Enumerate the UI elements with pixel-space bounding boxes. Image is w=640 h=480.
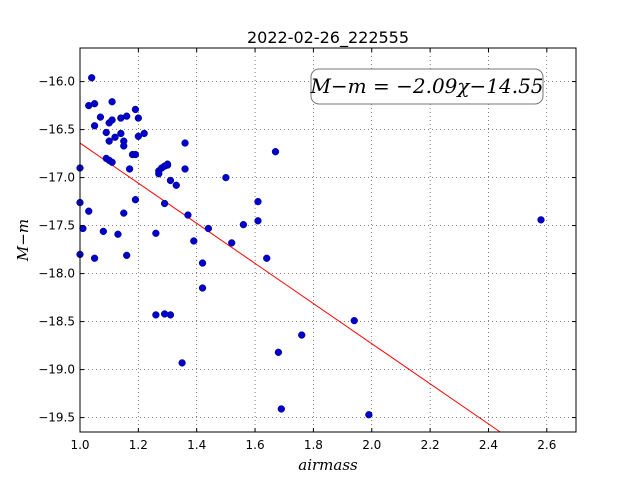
- data-point: [123, 112, 131, 120]
- data-point: [166, 311, 175, 319]
- data-point: [134, 132, 143, 140]
- data-point: [111, 133, 119, 141]
- data-point: [190, 237, 198, 245]
- data-point: [96, 113, 105, 121]
- chart-title: 2022-02-26_222555: [247, 28, 409, 48]
- x-tick-label: 1.8: [304, 438, 323, 452]
- y-tick-labels: −16.0 −16.5 −17.0 −17.5 −18.0 −18.5 −19.0 −19.5: [38, 75, 75, 425]
- x-tick-label: 1.0: [70, 438, 89, 452]
- fit-line: [79, 142, 501, 433]
- data-point: [163, 161, 172, 169]
- data-point: [152, 229, 160, 237]
- data-point: [181, 139, 189, 147]
- data-point: [263, 254, 271, 262]
- data-point: [88, 74, 96, 82]
- x-tick-label: 1.2: [129, 438, 148, 452]
- data-point: [131, 150, 140, 159]
- fit-line-group: [79, 142, 501, 433]
- data-point: [152, 311, 160, 319]
- x-tick-label: 2.4: [479, 438, 498, 452]
- data-point: [537, 216, 545, 224]
- data-point: [125, 165, 134, 173]
- data-point: [228, 239, 236, 247]
- y-tick-label: −16.0: [38, 75, 75, 89]
- data-point: [108, 98, 116, 106]
- fit-annotation: M−m = −2.09χ−14.55: [309, 68, 544, 105]
- data-point: [184, 211, 192, 219]
- data-point: [117, 129, 125, 138]
- data-point: [105, 137, 113, 145]
- y-tick-label: −19.0: [38, 363, 75, 377]
- data-point: [108, 158, 116, 166]
- data-point: [298, 331, 306, 339]
- data-point: [102, 128, 110, 137]
- data-point: [350, 316, 358, 325]
- data-point: [198, 259, 207, 267]
- data-point: [365, 411, 373, 419]
- data-point: [271, 148, 280, 156]
- data-point: [108, 116, 116, 124]
- data-point: [85, 207, 93, 215]
- data-point: [239, 220, 248, 229]
- annotation-box: [310, 68, 544, 105]
- data-point: [254, 217, 262, 225]
- data-point: [198, 284, 207, 292]
- y-tick-label: −18.0: [38, 267, 75, 281]
- data-point: [172, 181, 180, 189]
- data-point: [160, 199, 169, 208]
- x-tick-label: 1.6: [246, 438, 265, 452]
- data-point: [178, 359, 186, 367]
- data-point: [277, 405, 285, 413]
- axis-ticks: [79, 48, 576, 432]
- data-point: [99, 227, 107, 236]
- data-point: [90, 122, 99, 130]
- data-point: [274, 348, 283, 356]
- x-tick-label: 2.6: [537, 438, 556, 452]
- data-point: [181, 165, 189, 173]
- x-axis-label: airmass: [298, 456, 358, 474]
- data-point: [120, 209, 128, 217]
- data-point: [90, 254, 99, 262]
- data-point: [134, 114, 143, 122]
- y-tick-label: −17.0: [38, 171, 75, 185]
- data-point: [140, 129, 148, 138]
- data-point: [90, 100, 99, 108]
- x-tick-label: 2.0: [362, 438, 381, 452]
- x-tick-label: 1.4: [187, 438, 206, 452]
- x-tick-label: 2.2: [421, 438, 440, 452]
- data-point: [204, 224, 213, 233]
- data-point: [166, 176, 175, 185]
- y-axis-label: M−m: [14, 219, 32, 262]
- data-point: [131, 105, 140, 114]
- plot-frame: [79, 47, 577, 433]
- data-point: [131, 196, 140, 204]
- y-tick-label: −16.5: [38, 123, 75, 137]
- data-points: [76, 74, 545, 419]
- x-tick-labels: 1.0 1.2 1.4 1.6 1.8 2.0 2.2 2.4 2.6: [70, 438, 556, 452]
- data-point: [254, 197, 262, 206]
- y-tick-label: −18.5: [38, 315, 75, 329]
- y-tick-label: −17.5: [38, 219, 75, 233]
- data-point: [123, 251, 131, 260]
- data-point: [114, 230, 122, 238]
- data-point: [155, 170, 163, 178]
- y-tick-label: −19.5: [38, 411, 75, 425]
- annotation-text: M−m = −2.09χ−14.55: [309, 74, 543, 98]
- data-point: [120, 142, 128, 150]
- data-point: [222, 173, 230, 182]
